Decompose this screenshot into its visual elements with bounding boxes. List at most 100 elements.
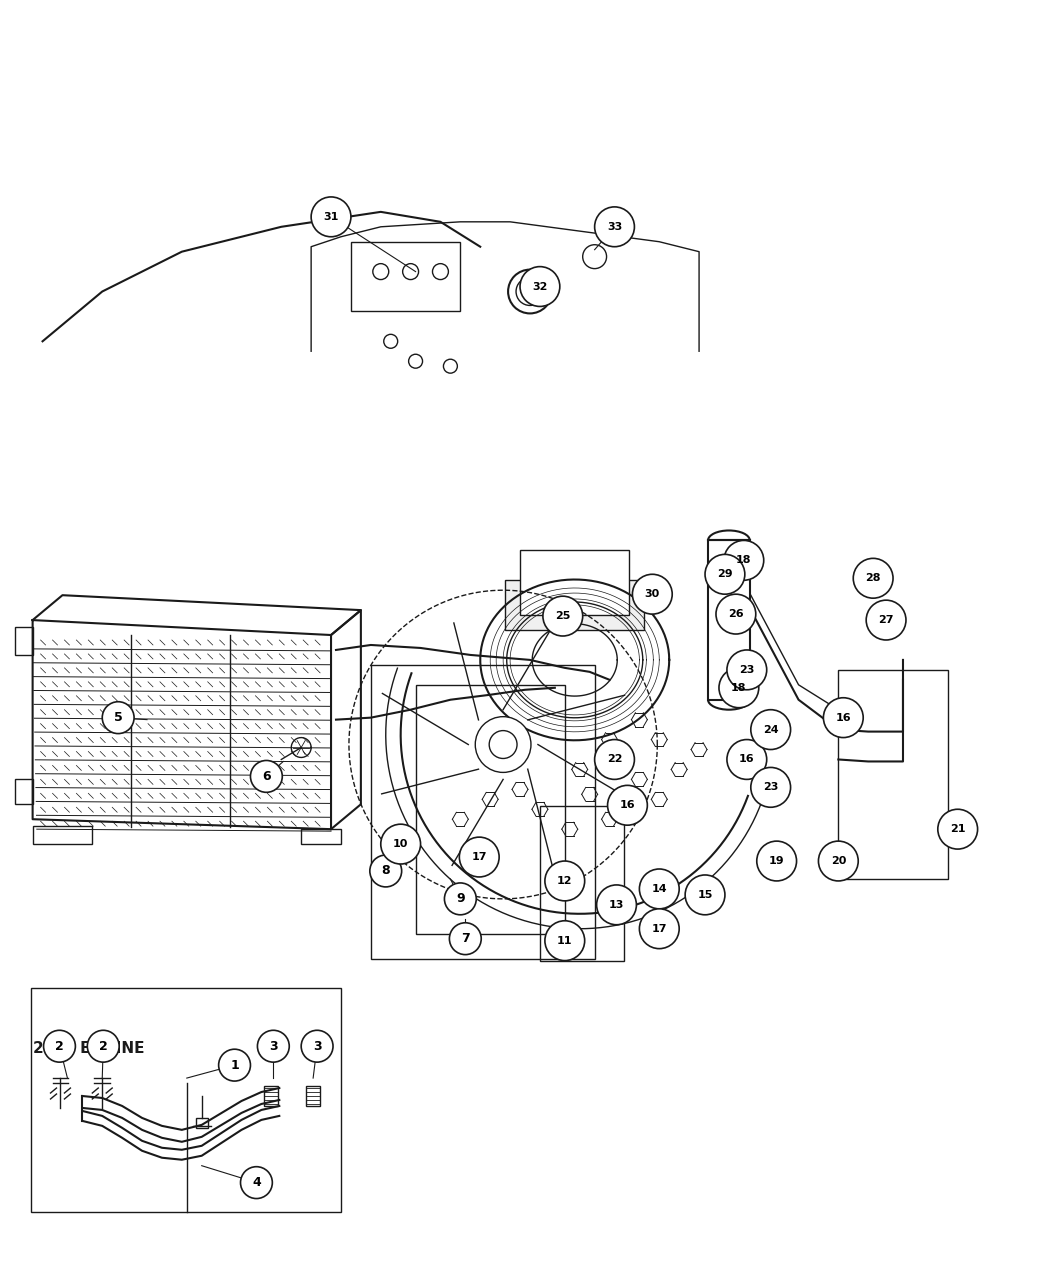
- Bar: [838, 670, 948, 879]
- Bar: [505, 580, 645, 630]
- Text: 25: 25: [555, 612, 570, 621]
- Text: 28: 28: [865, 573, 881, 584]
- Circle shape: [43, 1031, 76, 1062]
- Circle shape: [87, 1031, 119, 1062]
- Circle shape: [727, 650, 766, 690]
- Text: 33: 33: [607, 222, 623, 232]
- Text: 24: 24: [763, 724, 778, 734]
- Text: 11: 11: [558, 936, 572, 946]
- Text: 8: 8: [381, 865, 390, 877]
- Circle shape: [594, 207, 634, 246]
- Circle shape: [508, 269, 552, 313]
- Circle shape: [751, 710, 791, 750]
- Text: 13: 13: [609, 900, 624, 909]
- Bar: [265, 1085, 278, 1106]
- Text: 7: 7: [461, 932, 469, 945]
- Text: 16: 16: [739, 755, 755, 765]
- Bar: [540, 806, 625, 960]
- Bar: [15, 779, 33, 805]
- Text: A500: A500: [521, 289, 539, 295]
- Text: 27: 27: [879, 616, 894, 624]
- Bar: [371, 665, 594, 959]
- Circle shape: [596, 885, 636, 925]
- Text: 6: 6: [262, 770, 271, 783]
- Text: 19: 19: [769, 856, 784, 866]
- Circle shape: [381, 824, 421, 865]
- Bar: [33, 826, 92, 844]
- Text: 12: 12: [558, 876, 572, 886]
- Text: 20: 20: [831, 856, 846, 866]
- Circle shape: [818, 842, 858, 881]
- Circle shape: [705, 554, 744, 594]
- Text: 23: 23: [763, 783, 778, 792]
- Text: 29: 29: [717, 570, 733, 580]
- Text: 17: 17: [471, 852, 487, 862]
- Bar: [708, 540, 750, 700]
- Circle shape: [311, 197, 351, 236]
- Text: 22: 22: [607, 755, 623, 765]
- Circle shape: [370, 856, 402, 888]
- Bar: [351, 241, 460, 312]
- Text: 32: 32: [532, 281, 548, 291]
- Circle shape: [823, 697, 863, 738]
- Circle shape: [251, 761, 282, 792]
- Circle shape: [594, 739, 634, 779]
- Text: 5: 5: [113, 711, 123, 724]
- Text: 2: 2: [99, 1039, 107, 1052]
- Bar: [15, 627, 33, 655]
- Circle shape: [489, 730, 517, 759]
- Circle shape: [257, 1031, 289, 1062]
- Text: 2: 2: [55, 1039, 64, 1052]
- Text: 15: 15: [697, 890, 713, 900]
- Circle shape: [444, 882, 477, 914]
- Circle shape: [719, 668, 759, 707]
- Text: 30: 30: [645, 589, 660, 599]
- Circle shape: [727, 739, 766, 779]
- Circle shape: [686, 875, 724, 914]
- Text: 10: 10: [393, 839, 408, 849]
- Text: 16: 16: [836, 713, 852, 723]
- Text: 9: 9: [456, 893, 465, 905]
- Bar: [30, 988, 341, 1212]
- Circle shape: [218, 1050, 251, 1082]
- Text: 14: 14: [651, 884, 667, 894]
- Circle shape: [301, 1031, 333, 1062]
- Circle shape: [938, 810, 978, 849]
- Circle shape: [639, 868, 679, 909]
- Text: 1: 1: [230, 1059, 239, 1071]
- Text: 3: 3: [313, 1039, 321, 1052]
- Bar: [416, 684, 565, 933]
- Text: 2.0L  ENGINE: 2.0L ENGINE: [33, 1041, 144, 1056]
- Circle shape: [716, 594, 756, 633]
- Text: 31: 31: [323, 212, 339, 222]
- Text: 23: 23: [739, 665, 755, 674]
- Circle shape: [854, 558, 894, 598]
- Circle shape: [639, 909, 679, 949]
- Bar: [195, 1117, 208, 1128]
- Text: 26: 26: [728, 609, 743, 619]
- Text: 18: 18: [736, 555, 752, 566]
- Circle shape: [866, 600, 906, 640]
- Circle shape: [543, 596, 583, 636]
- Text: 3: 3: [269, 1039, 277, 1052]
- Text: 18: 18: [731, 683, 747, 693]
- Circle shape: [476, 716, 531, 773]
- Circle shape: [545, 861, 585, 900]
- Circle shape: [723, 540, 763, 580]
- Circle shape: [102, 702, 134, 733]
- Circle shape: [751, 767, 791, 807]
- Text: 17: 17: [652, 923, 667, 933]
- Circle shape: [757, 842, 797, 881]
- Text: 16: 16: [620, 801, 635, 811]
- Bar: [520, 550, 629, 616]
- Circle shape: [449, 923, 481, 955]
- Bar: [301, 829, 341, 844]
- Circle shape: [632, 575, 672, 614]
- Text: 21: 21: [950, 824, 965, 834]
- Text: 4: 4: [252, 1176, 260, 1189]
- Circle shape: [520, 267, 560, 306]
- Bar: [307, 1085, 320, 1106]
- Circle shape: [608, 785, 648, 825]
- Circle shape: [240, 1167, 272, 1199]
- Circle shape: [459, 838, 499, 877]
